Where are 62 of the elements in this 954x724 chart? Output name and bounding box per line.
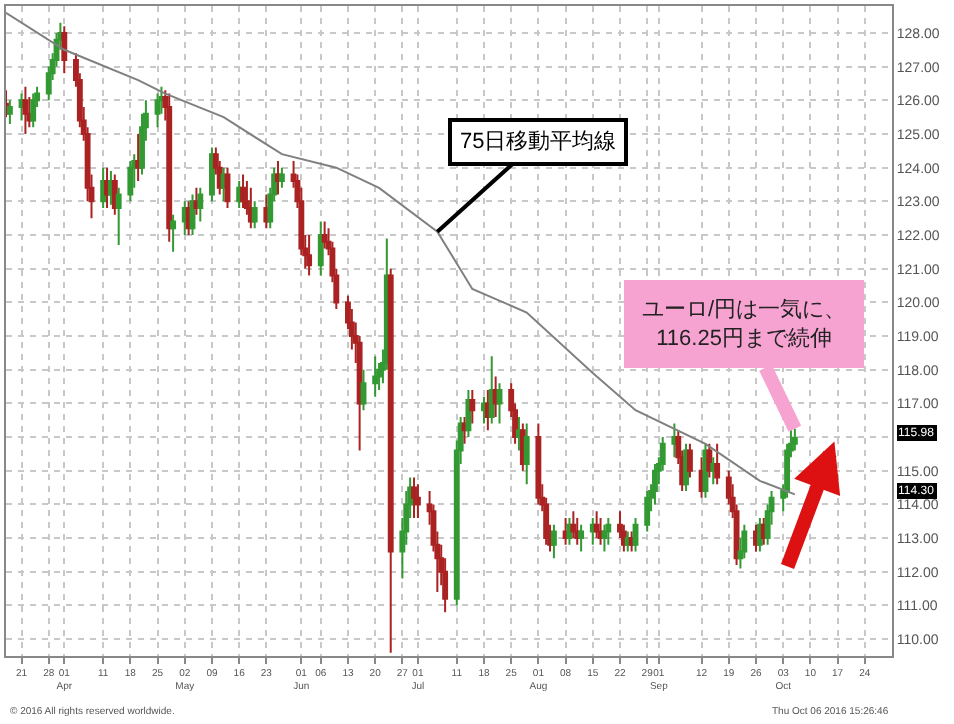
candlestick bbox=[741, 523, 748, 560]
candlestick bbox=[387, 267, 394, 654]
candlestick bbox=[469, 388, 476, 425]
candlestick bbox=[628, 530, 635, 553]
candlestick bbox=[247, 186, 254, 230]
candlestick bbox=[372, 355, 379, 398]
candlestick bbox=[104, 166, 110, 210]
candlestick bbox=[278, 166, 285, 189]
candlestick bbox=[26, 95, 33, 129]
candlestick bbox=[605, 516, 612, 546]
candlestick bbox=[166, 92, 173, 243]
candlestick bbox=[488, 355, 495, 425]
candlestick bbox=[492, 375, 499, 418]
candlestick bbox=[516, 415, 522, 452]
candlestick bbox=[686, 442, 693, 479]
candlestick bbox=[115, 186, 122, 247]
candlestick bbox=[170, 213, 177, 253]
candlestick bbox=[624, 530, 631, 553]
candlestick bbox=[317, 220, 324, 277]
candlestick bbox=[414, 483, 421, 519]
candlestick bbox=[652, 463, 658, 506]
candlestick bbox=[224, 166, 231, 210]
candlestick bbox=[550, 523, 557, 560]
candlestick bbox=[251, 200, 258, 230]
candlestick bbox=[574, 516, 581, 546]
candlestick bbox=[714, 442, 721, 486]
candlestick bbox=[6, 99, 13, 125]
candlestick bbox=[589, 516, 596, 546]
candlestick bbox=[275, 159, 281, 196]
candlestick bbox=[209, 146, 215, 203]
candlestick bbox=[411, 476, 417, 519]
candlestick bbox=[111, 173, 118, 216]
candlestick bbox=[100, 166, 107, 210]
candlestick bbox=[632, 516, 639, 553]
candlestick bbox=[523, 422, 530, 486]
candlestick bbox=[671, 422, 678, 459]
candlestick bbox=[61, 25, 68, 75]
candlestick bbox=[570, 510, 577, 540]
candlestick bbox=[496, 382, 503, 425]
candlestick bbox=[484, 388, 491, 432]
annotation: 75日移動平均線 bbox=[460, 130, 617, 154]
candlestick bbox=[240, 173, 246, 210]
candlestick bbox=[107, 170, 114, 206]
candlestick bbox=[154, 92, 161, 129]
candlestick bbox=[535, 422, 542, 506]
candlestick bbox=[181, 200, 188, 237]
candlestick bbox=[578, 523, 585, 553]
candlestick bbox=[22, 85, 29, 135]
candlestick bbox=[306, 234, 313, 277]
candlestick bbox=[135, 132, 142, 183]
candlestick bbox=[127, 159, 134, 203]
candlestick bbox=[597, 516, 604, 546]
candlestick bbox=[791, 427, 798, 452]
candlestick bbox=[593, 510, 600, 540]
candlestick bbox=[360, 368, 367, 412]
candlestick bbox=[601, 523, 608, 553]
annotation: ユーロ/円は一気に、 116.25円まで続伸 bbox=[642, 298, 847, 351]
candlestick bbox=[644, 489, 651, 533]
candlestick bbox=[562, 516, 569, 546]
candlestick bbox=[30, 92, 37, 129]
candlestick bbox=[481, 395, 487, 425]
candlestick bbox=[710, 456, 717, 486]
